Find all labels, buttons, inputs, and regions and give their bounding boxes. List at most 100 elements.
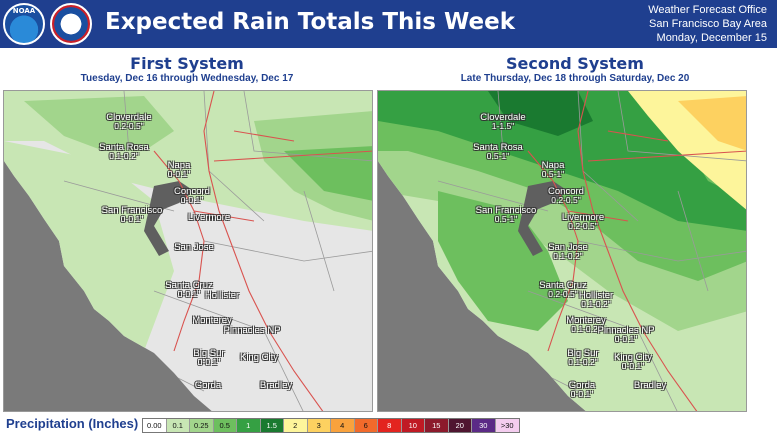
city-rain-value: 0-0.1" bbox=[614, 334, 638, 344]
precip-zone bbox=[284, 146, 372, 201]
legend-bin: 0.1 bbox=[166, 419, 190, 432]
legend-title: Precipitation (Inches) bbox=[6, 416, 139, 431]
city-label: Cloverdale 0.2-0.5" bbox=[94, 113, 164, 131]
city-label: San Jose 0.1-0.2" bbox=[533, 243, 603, 261]
legend-bin: 6 bbox=[354, 419, 378, 432]
city-label: Monterey bbox=[177, 316, 247, 326]
precip-zone bbox=[488, 91, 593, 136]
city-label: Santa Rosa 0.5-1" bbox=[463, 143, 533, 161]
city-name: Napa bbox=[541, 160, 565, 171]
map-svg bbox=[378, 91, 746, 411]
city-rain-value: 0.1-0.2" bbox=[109, 151, 139, 161]
city-rain-value: 0-0.1" bbox=[177, 289, 201, 299]
legend-bin: 1 bbox=[237, 419, 261, 432]
city-label: San Francisco 0-0.1" bbox=[97, 206, 167, 224]
city-label: Napa 0.5-1" bbox=[518, 161, 588, 179]
city-name: San Francisco bbox=[101, 205, 163, 216]
city-label: Monterey 0.1-0.2" bbox=[551, 316, 621, 334]
legend-bin: 0.00 bbox=[143, 419, 167, 432]
city-label: Cloverdale 1-1.5" bbox=[468, 113, 538, 131]
city-name: Livermore bbox=[561, 212, 605, 223]
issue-date: Monday, December 15 bbox=[656, 32, 767, 44]
city-name: King City bbox=[239, 352, 278, 363]
city-rain-value: 0.1-0.2" bbox=[553, 251, 583, 261]
city-name: Bradley bbox=[633, 380, 667, 391]
city-name: Big Sur bbox=[567, 348, 599, 359]
city-rain-value: 0.5-1" bbox=[494, 214, 518, 224]
city-name: Bradley bbox=[259, 380, 293, 391]
legend-bin: 2 bbox=[284, 419, 308, 432]
panel-2-title: Second System bbox=[506, 54, 644, 73]
office-name: Weather Forecast Office bbox=[648, 4, 767, 16]
legend-bin: 15 bbox=[425, 419, 449, 432]
city-name: San Francisco bbox=[475, 205, 537, 216]
city-name: San Jose bbox=[548, 242, 588, 253]
panel-2-subtitle: Late Thursday, Dec 18 through Saturday, … bbox=[460, 73, 690, 84]
city-name: Hollister bbox=[204, 290, 240, 301]
city-rain-value: 0.2-0.5" bbox=[114, 121, 144, 131]
city-name: Livermore bbox=[187, 212, 231, 223]
legend-bin: 30 bbox=[472, 419, 496, 432]
city-label: Napa 0-0.1" bbox=[144, 161, 214, 179]
city-label: Hollister bbox=[187, 290, 257, 301]
city-label: Santa Cruz 0.2-0.5" bbox=[528, 281, 598, 299]
city-name: Santa Cruz bbox=[539, 280, 587, 291]
office-region: San Francisco Bay Area bbox=[648, 18, 767, 30]
city-name: Cloverdale bbox=[106, 112, 152, 123]
precip-legend: 0.00 0.1 0.25 0.5 1 1.5 2 3 4 6 8 10 15 20 30 >30 bbox=[142, 418, 520, 433]
city-rain-value: 0.1-0.2" bbox=[581, 299, 611, 309]
legend-bin: 3 bbox=[307, 419, 331, 432]
city-rain-value: 0-0.1" bbox=[167, 169, 191, 179]
city-rain-value: 0.5-1" bbox=[486, 151, 510, 161]
city-rain-value: 0.1-0.2" bbox=[571, 324, 601, 334]
city-rain-value: 0.2-0.5" bbox=[548, 289, 578, 299]
city-name: Santa Rosa bbox=[99, 142, 149, 153]
city-label: Bradley bbox=[241, 380, 311, 391]
city-label: Big Sur 0-0.1" bbox=[174, 349, 244, 367]
map-first-system: Cloverdale 0.2-0.5" Santa Rosa 0.1-0.2" Napa… bbox=[3, 90, 373, 412]
city-name: Napa bbox=[167, 160, 191, 171]
city-rain-value: 0.1-0.2" bbox=[568, 357, 598, 367]
city-rain-value: 0.2-0.5" bbox=[551, 195, 581, 205]
noaa-logo-text: NOAA bbox=[12, 7, 36, 15]
city-name: Santa Rosa bbox=[473, 142, 523, 153]
panel-1-title: First System bbox=[130, 54, 244, 73]
panel-1-subtitle: Tuesday, Dec 16 through Wednesday, Dec 1… bbox=[80, 73, 294, 84]
city-name: Pinnacles NP bbox=[223, 325, 281, 336]
legend-bin: 10 bbox=[401, 419, 425, 432]
city-label: Santa Cruz 0-0.1" bbox=[154, 281, 224, 299]
city-rain-value: 0-0.1" bbox=[180, 195, 204, 205]
precip-zone bbox=[24, 96, 174, 151]
city-label: Concord 0.2-0.5" bbox=[531, 187, 601, 205]
city-name: King City bbox=[613, 352, 652, 363]
city-rain-value: 1-1.5" bbox=[491, 121, 515, 131]
nws-logo-icon bbox=[50, 3, 92, 45]
city-name: Concord bbox=[548, 186, 584, 197]
city-rain-value: 0-0.1" bbox=[120, 214, 144, 224]
bay-water bbox=[518, 181, 568, 256]
highway-lines bbox=[527, 91, 746, 411]
city-label: Hollister 0.1-0.2" bbox=[561, 291, 631, 309]
map-second-system: Cloverdale 1-1.5" Santa Rosa 0.5-1" Napa 0.5-… bbox=[377, 90, 747, 412]
city-name: Concord bbox=[174, 186, 210, 197]
city-rain-value: 0.2-0.5" bbox=[568, 221, 598, 231]
office-info: Weather Forecast Office San Francisco Ba… bbox=[648, 3, 767, 45]
city-label: San Jose bbox=[159, 243, 229, 253]
city-name: Cloverdale bbox=[480, 112, 526, 123]
city-label: Livermore 0.2-0.5" bbox=[548, 213, 618, 231]
map-svg bbox=[4, 91, 372, 411]
precip-zone bbox=[678, 96, 746, 151]
city-label: San Francisco 0.5-1" bbox=[471, 206, 541, 224]
header-banner: NOAA Expected Rain Totals This Week Weat… bbox=[0, 0, 777, 48]
city-label: Gorda bbox=[173, 380, 243, 391]
city-name: Gorda bbox=[194, 380, 222, 391]
city-label: Gorda 0-0.1" bbox=[547, 381, 617, 399]
legend-bin: 4 bbox=[331, 419, 355, 432]
city-label: Big Sur 0.1-0.2" bbox=[548, 349, 618, 367]
legend-bin: 0.25 bbox=[190, 419, 214, 432]
city-label: Bradley bbox=[615, 380, 685, 391]
city-name: Hollister bbox=[578, 290, 614, 301]
precip-zone bbox=[378, 91, 746, 231]
legend-bin: 1.5 bbox=[260, 419, 284, 432]
precip-zone bbox=[438, 191, 568, 331]
